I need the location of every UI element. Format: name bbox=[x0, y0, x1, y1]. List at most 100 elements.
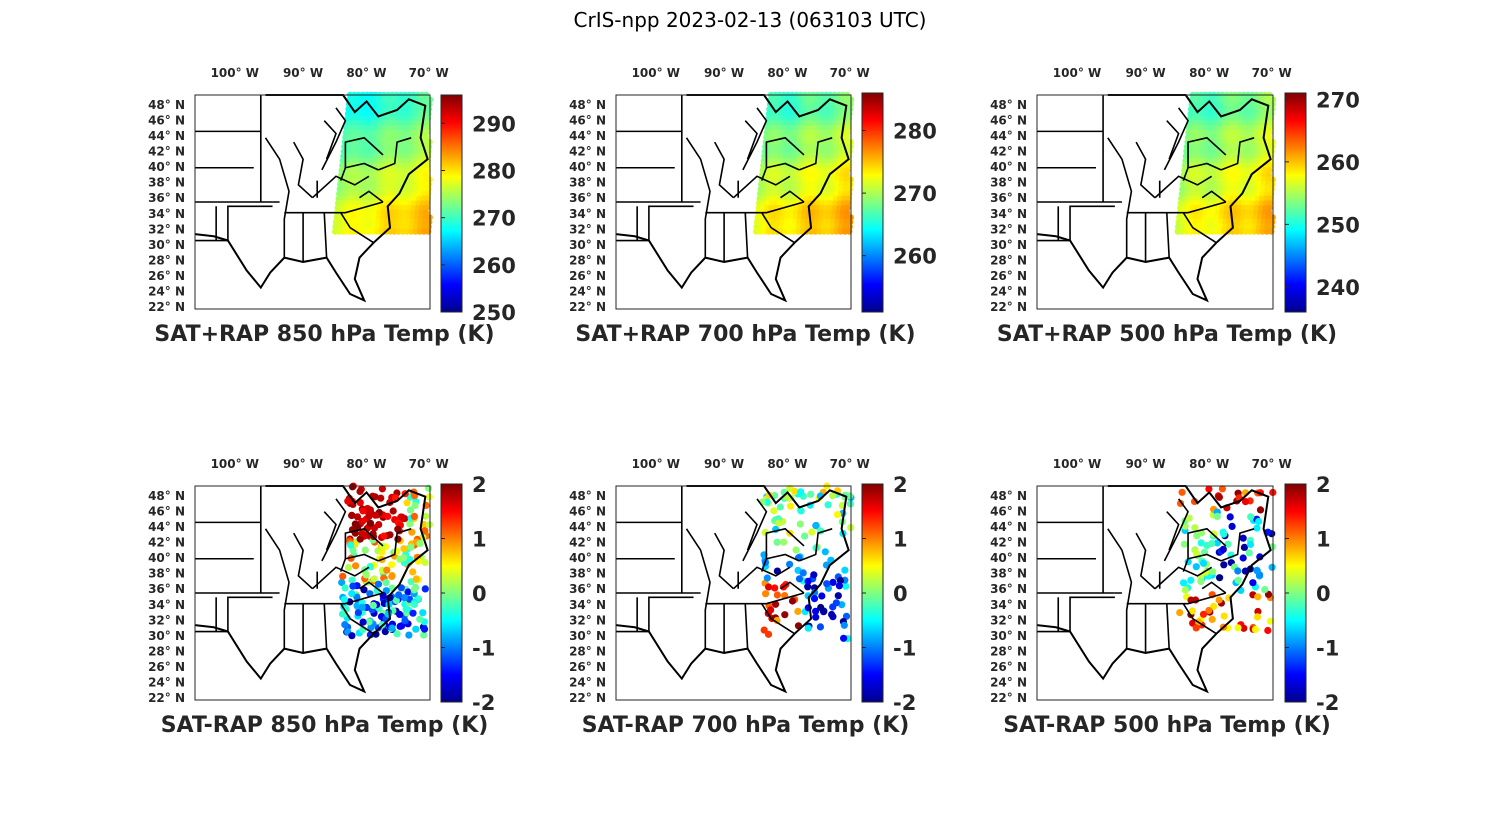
data-point bbox=[773, 616, 781, 625]
y-tick-label: 28° N bbox=[990, 644, 1027, 658]
data-point bbox=[405, 631, 413, 639]
x-tick-label: 80° W bbox=[767, 457, 807, 471]
data-point bbox=[1253, 524, 1261, 532]
data-point bbox=[1239, 554, 1247, 562]
x-tick-label: 70° W bbox=[830, 457, 870, 471]
data-point bbox=[1269, 101, 1276, 108]
data-point bbox=[425, 521, 433, 529]
map-lines bbox=[1037, 95, 1271, 300]
data-point bbox=[828, 610, 836, 619]
data-point bbox=[1268, 563, 1276, 571]
data-point bbox=[421, 527, 429, 535]
data-point bbox=[358, 529, 366, 538]
data-point bbox=[406, 506, 415, 514]
y-tick-label: 30° N bbox=[148, 629, 185, 643]
x-tick-label: 80° W bbox=[346, 457, 386, 471]
data-point bbox=[821, 548, 829, 556]
panel-1: 100° W 90° W 80° W 70° W 48° N 46° N44° N 42° … bbox=[148, 66, 516, 347]
state-border bbox=[1108, 138, 1132, 258]
state-border bbox=[1164, 499, 1188, 561]
data-point bbox=[1210, 602, 1218, 611]
y-tick-label: 36° N bbox=[569, 582, 606, 596]
state-border bbox=[1183, 163, 1221, 180]
map-lines bbox=[195, 486, 428, 691]
y-tick-label: 38° N bbox=[990, 176, 1027, 190]
state-border bbox=[1115, 593, 1146, 653]
y-tick-label: 32° N bbox=[569, 613, 606, 627]
data-point bbox=[410, 600, 418, 609]
colorbar-tick-label: 2 bbox=[472, 473, 487, 497]
state-border bbox=[1167, 512, 1179, 551]
data-point bbox=[412, 575, 420, 583]
data-point bbox=[359, 507, 367, 515]
state-border bbox=[1127, 202, 1226, 213]
data-point bbox=[354, 609, 362, 617]
y-tick-label: 26° N bbox=[148, 660, 185, 674]
y-tick-label: 24° N bbox=[148, 676, 185, 690]
data-point bbox=[1239, 534, 1247, 542]
state-border bbox=[687, 138, 711, 258]
y-tick-label: 42° N bbox=[569, 536, 606, 550]
state-border bbox=[745, 604, 747, 649]
state-border bbox=[745, 121, 757, 160]
map-lines bbox=[616, 486, 849, 691]
y-tick-label: 34° N bbox=[148, 207, 185, 221]
data-point bbox=[846, 181, 854, 188]
state-border bbox=[1037, 597, 1115, 631]
data-point bbox=[772, 600, 780, 608]
data-point bbox=[341, 584, 349, 592]
panel-6: 100° W 90° W 80° W 70° W 48° N 46° N44° N 42° … bbox=[990, 457, 1339, 738]
state-border bbox=[1136, 142, 1160, 198]
colorbar-tick-label: 1 bbox=[893, 528, 908, 552]
y-tick-label: 46° N bbox=[148, 114, 185, 128]
data-point bbox=[1220, 561, 1228, 569]
y-tick-label: 46° N bbox=[569, 505, 606, 519]
data-point bbox=[353, 593, 361, 601]
colorbar-tick-label: 270 bbox=[1316, 88, 1360, 112]
data-point bbox=[844, 200, 852, 207]
data-point bbox=[1208, 540, 1216, 548]
panel-title: SAT+RAP 850 hPa Temp (K) bbox=[154, 322, 494, 347]
data-point bbox=[351, 520, 359, 528]
data-point bbox=[1251, 625, 1259, 634]
data-point bbox=[810, 595, 819, 603]
data-point bbox=[842, 582, 850, 590]
data-point bbox=[845, 120, 852, 127]
state-border bbox=[1167, 604, 1169, 649]
state-border bbox=[341, 213, 374, 243]
data-point bbox=[1197, 539, 1205, 547]
data-point bbox=[412, 625, 420, 633]
y-tick-label: 22° N bbox=[990, 300, 1027, 314]
data-point bbox=[366, 519, 375, 527]
y-tick-label: 38° N bbox=[148, 176, 185, 190]
data-point bbox=[378, 548, 386, 556]
y-tick-label: 48° N bbox=[148, 489, 185, 503]
state-border bbox=[313, 176, 369, 197]
state-border bbox=[762, 554, 800, 571]
data-points bbox=[338, 482, 433, 640]
data-point bbox=[397, 584, 405, 592]
data-point bbox=[804, 592, 812, 600]
y-tick-label: 36° N bbox=[569, 191, 606, 205]
y-tick-label: 28° N bbox=[569, 644, 606, 658]
data-point bbox=[407, 543, 415, 551]
data-point bbox=[1187, 576, 1195, 584]
data-point bbox=[791, 487, 799, 495]
x-tick-label: 90° W bbox=[283, 457, 323, 471]
y-tick-label: 44° N bbox=[990, 129, 1027, 143]
data-point bbox=[420, 625, 429, 633]
y-tick-label: 34° N bbox=[148, 598, 185, 612]
data-point bbox=[829, 578, 837, 587]
y-tick-label: 40° N bbox=[990, 551, 1027, 565]
y-tick-label: 48° N bbox=[569, 489, 606, 503]
data-point bbox=[792, 546, 800, 554]
state-border bbox=[1155, 567, 1212, 588]
axes-frame bbox=[615, 485, 852, 701]
x-tick-label: 100° W bbox=[211, 457, 259, 471]
colorbar-tick-label: -1 bbox=[893, 637, 916, 661]
data-point bbox=[424, 157, 431, 165]
x-tick-label: 100° W bbox=[211, 66, 259, 80]
state-border bbox=[345, 529, 383, 559]
data-point bbox=[422, 209, 430, 216]
